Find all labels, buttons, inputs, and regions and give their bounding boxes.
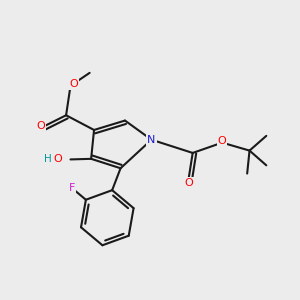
Text: H: H <box>44 154 52 164</box>
Text: O: O <box>69 79 78 89</box>
Text: O: O <box>184 178 193 188</box>
Text: O: O <box>53 154 62 164</box>
Text: O: O <box>37 122 45 131</box>
Text: N: N <box>147 135 156 145</box>
Text: F: F <box>69 183 75 193</box>
Text: O: O <box>218 136 226 146</box>
